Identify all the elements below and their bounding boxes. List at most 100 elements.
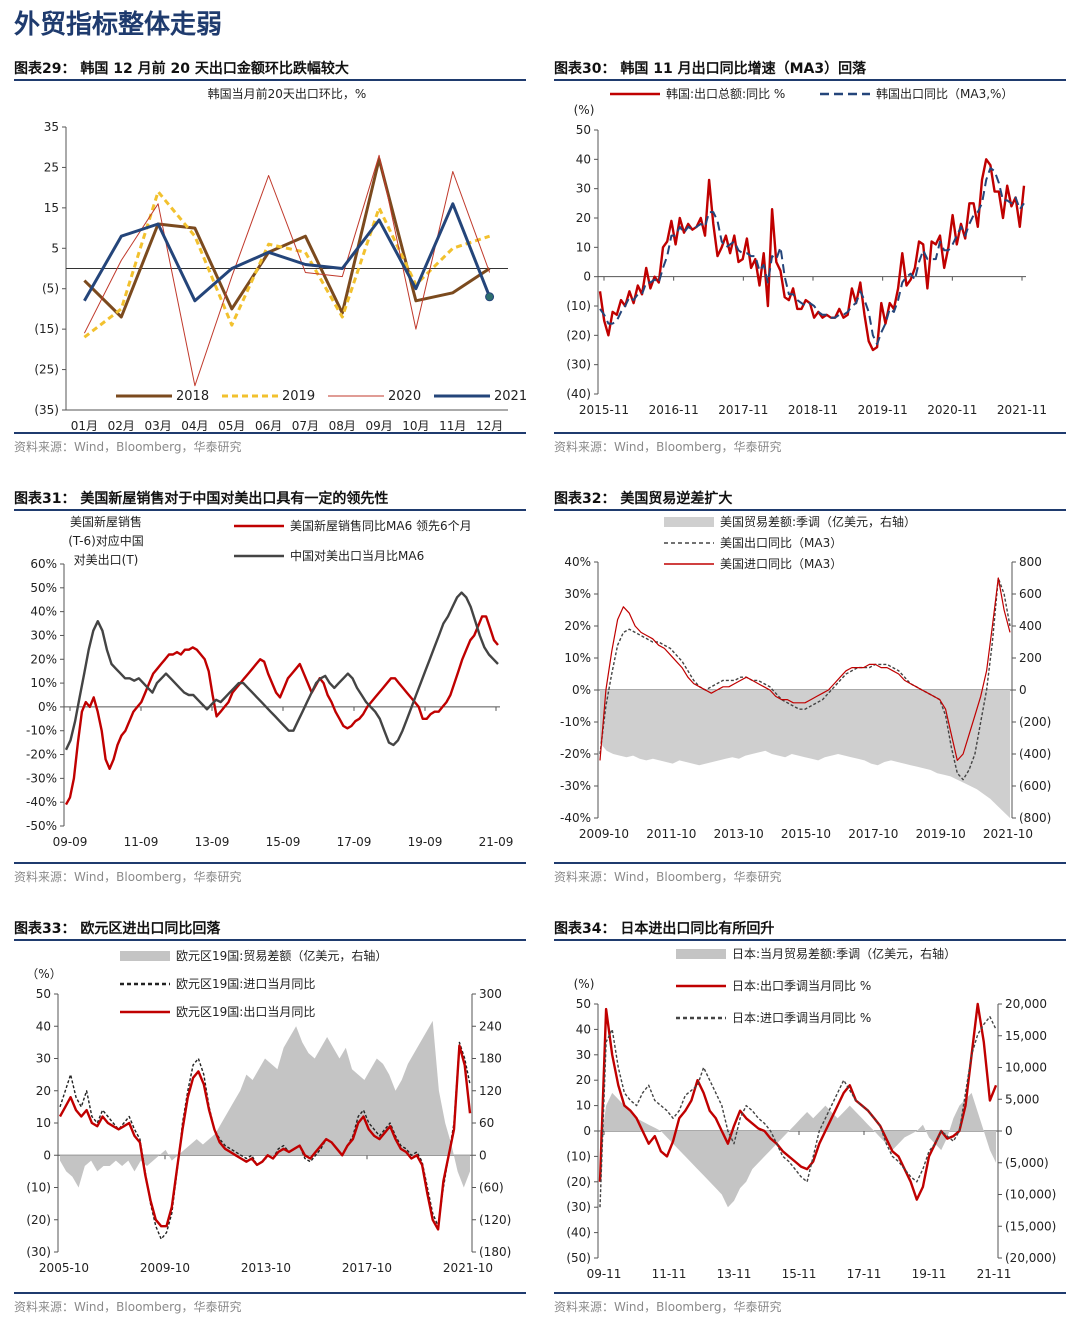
x-tick-label: 11-09: [124, 835, 159, 849]
y-tick-label: 30: [576, 182, 591, 196]
y-tick-label: 60%: [30, 557, 57, 571]
y-tick-label: 20: [36, 1084, 51, 1098]
y-tick-label: -10%: [560, 715, 591, 729]
x-tick-label: 04月: [181, 419, 208, 432]
legend-label: 日本:当月贸易差额:季调（亿美元，右轴）: [732, 946, 956, 961]
y-tick-label: (20): [566, 1175, 591, 1189]
y-tick-label: -50%: [26, 819, 57, 833]
x-tick-label: 11-11: [652, 1267, 687, 1281]
y2-tick-label: 5,000: [1005, 1092, 1039, 1106]
y-tick-label: -20%: [26, 748, 57, 762]
y-axis-label: （%）: [26, 967, 61, 981]
y-tick-label: 20: [576, 211, 591, 225]
y-tick-label: 15: [44, 201, 59, 215]
x-tick-label: 2011-10: [646, 827, 696, 841]
y-tick-label: (30): [26, 1245, 51, 1259]
y-axis-label: (%): [574, 977, 595, 991]
y2-tick-label: 0: [1019, 683, 1027, 697]
series-area-0: [600, 690, 1010, 818]
x-tick-label: 05月: [218, 419, 245, 432]
series-line-1: [599, 577, 1011, 781]
series-line-2: [83, 154, 491, 387]
x-tick-label: 08月: [329, 419, 356, 432]
legend-label: 2019: [282, 389, 315, 404]
series-line-1: [599, 167, 1025, 346]
legend-label: 欧元区19国:进口当月同比: [176, 977, 315, 991]
y2-tick-label: 0: [479, 1148, 487, 1162]
y-tick-label: 40%: [564, 555, 591, 569]
title-rule: [554, 509, 1066, 511]
y-axis-label-line: (T-6)对应中国: [68, 533, 144, 548]
y-tick-label: 0: [583, 1124, 591, 1138]
panel-29: 图表29： 韩国 12 月前 20 天出口金额环比跌幅较大 韩国当月前20天出口…: [14, 58, 526, 458]
x-tick-label: 2021-10: [443, 1261, 493, 1275]
y-tick-label: (10): [566, 1149, 591, 1163]
y-tick-label: 30: [576, 1048, 591, 1062]
source-note: 资料来源：Wind，Bloomberg，华泰研究: [554, 870, 782, 884]
legend-label: 2018: [176, 389, 209, 404]
x-tick-label: 2013-10: [241, 1261, 291, 1275]
series-line-2: [599, 1016, 997, 1208]
legend-label: 2021: [494, 389, 526, 404]
y-tick-label: -40%: [560, 811, 591, 825]
y-tick-label: -30%: [26, 771, 57, 785]
legend-label: 日本:出口季调当月同比 %: [732, 979, 871, 993]
y2-tick-label: 0: [1005, 1124, 1013, 1138]
y-tick-label: (20): [26, 1213, 51, 1227]
x-tick-label: 13-09: [195, 835, 230, 849]
x-tick-label: 13-11: [717, 1267, 752, 1281]
y2-tick-label: 200: [1019, 651, 1042, 665]
y-tick-label: 5: [51, 241, 59, 255]
page-title: 外贸指标整体走弱: [14, 10, 223, 40]
bottom-rule: [554, 1292, 1066, 1294]
x-tick-label: 2019-10: [916, 827, 966, 841]
x-tick-label: 19-11: [912, 1267, 947, 1281]
y2-tick-label: (200): [1019, 715, 1051, 729]
y-tick-label: (10): [566, 299, 591, 313]
y-tick-label: 40%: [30, 605, 57, 619]
y2-tick-label: (60): [479, 1181, 504, 1195]
x-tick-label: 11月: [439, 419, 466, 432]
y2-tick-label: 600: [1019, 587, 1042, 601]
y-tick-label: (40): [566, 1226, 591, 1240]
series-area-0: [60, 1020, 470, 1188]
y2-tick-label: (15,000): [1005, 1219, 1056, 1233]
x-tick-label: 2013-10: [714, 827, 764, 841]
legend-label: 美国贸易差额:季调（亿美元，右轴）: [720, 514, 916, 529]
panel-31: 图表31： 美国新屋销售对于中国对美出口具有一定的领先性 60% 50% 40% 30…: [14, 488, 526, 888]
chart-us-home-sales: 60% 50% 40% 30% 20% 10% 0% -10% -20% -30% -40% -50%…: [26, 514, 513, 849]
source-note: 资料来源：Wind，Bloomberg，华泰研究: [14, 440, 242, 454]
legend-swatch: [664, 517, 714, 527]
y2-tick-label: 120: [479, 1084, 502, 1098]
panel-34: 图表34： 日本进出口同比有所回升 50 40 30 20 10 0 (10) (20) (30…: [554, 918, 1066, 1318]
y2-tick-label: (120): [479, 1213, 511, 1227]
x-tick-label: 2017-10: [342, 1261, 392, 1275]
series-line-0: [83, 157, 491, 319]
y-tick-label: 50: [36, 987, 51, 1001]
series-line-2: [58, 1044, 472, 1231]
series-line-3: [83, 202, 491, 303]
y2-tick-label: 60: [479, 1116, 494, 1130]
panel-title: 图表31： 美国新屋销售对于中国对美出口具有一定的领先性: [14, 491, 389, 507]
y-tick-label: 20%: [564, 619, 591, 633]
y-tick-label: 20%: [30, 652, 57, 666]
x-tick-label: 17-11: [847, 1267, 882, 1281]
y-tick-label: 0%: [572, 683, 591, 697]
legend-label: 美国出口同比（MA3）: [720, 536, 842, 550]
legend-label: 韩国:出口总额:同比 %: [666, 86, 785, 101]
y2-tick-label: (600): [1019, 779, 1051, 793]
y-tick-label: 10: [576, 240, 591, 254]
series-line-0: [598, 158, 1026, 352]
x-tick-label: 2017-11: [718, 403, 768, 417]
chart-korea-export-yoy: 50 40 30 20 10 0 (10) (20) (30) (40) (%) 2015-11 201…: [566, 86, 1047, 417]
source-note: 资料来源：Wind，Bloomberg，华泰研究: [14, 870, 242, 884]
x-tick-label: 07月: [292, 419, 319, 432]
y-tick-label: 50: [576, 997, 591, 1011]
title-rule: [14, 79, 526, 81]
y-tick-label: 30%: [30, 628, 57, 642]
y-tick-label: 0: [583, 270, 591, 284]
series-line-0: [64, 615, 499, 806]
series-line-2: [599, 577, 1011, 761]
y2-tick-label: 400: [1019, 619, 1042, 633]
y2-tick-label: (180): [479, 1245, 511, 1259]
